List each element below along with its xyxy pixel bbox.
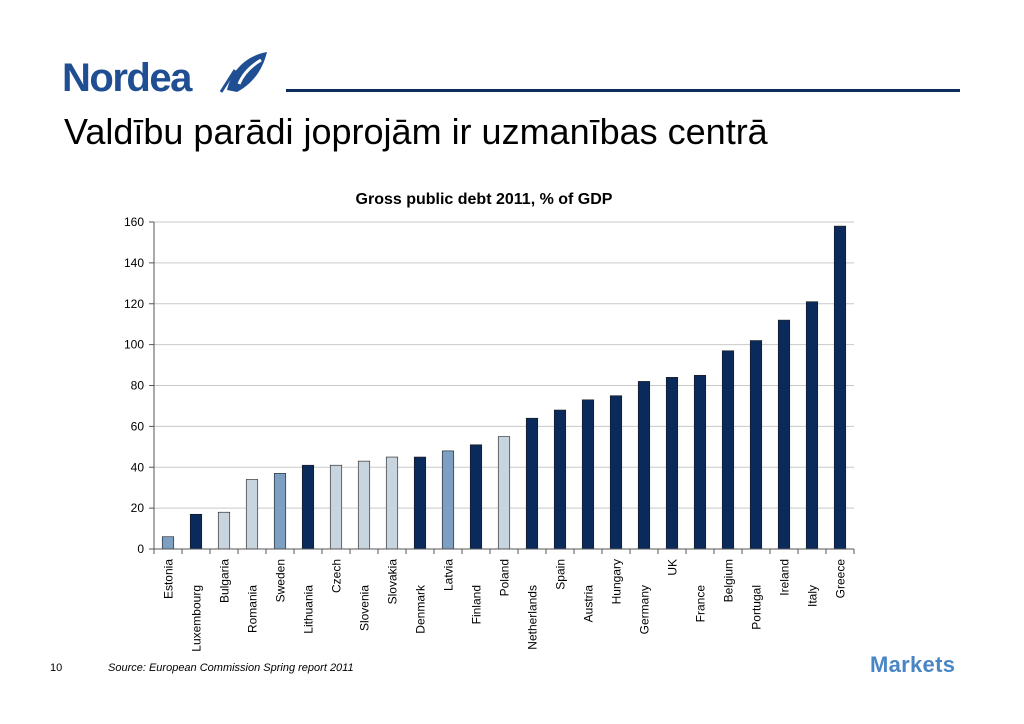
x-tick-label-poland: Poland bbox=[498, 559, 512, 596]
bar-denmark bbox=[413, 456, 427, 550]
y-tick-label: 120 bbox=[124, 297, 144, 311]
x-tick-labels: Estonia Luxembourg Bulgaria Romania Sweden Li… bbox=[162, 559, 848, 652]
x-tick-label-ireland: Ireland bbox=[778, 559, 792, 596]
x-tick-label-netherlands: Netherlands bbox=[526, 585, 540, 650]
bar-portugal bbox=[749, 340, 763, 550]
bar-germany bbox=[637, 381, 651, 550]
x-tick-label-austria: Austria bbox=[582, 585, 596, 623]
bar-romania bbox=[245, 479, 259, 550]
bar-spain bbox=[553, 409, 567, 550]
x-tick-label-lithuania: Lithuania bbox=[302, 585, 316, 634]
chart-title: Gross public debt 2011, % of GDP bbox=[355, 191, 613, 208]
x-tick-label-luxembourg: Luxembourg bbox=[190, 585, 204, 652]
bar-france bbox=[693, 374, 707, 550]
bar-uk bbox=[665, 377, 679, 550]
header-rule bbox=[286, 89, 960, 92]
y-tick-label: 20 bbox=[131, 501, 145, 515]
slide-title: Valdību parādi joprojām ir uzmanības cen… bbox=[64, 111, 768, 152]
y-tick-label: 0 bbox=[137, 542, 144, 556]
y-tick-label: 140 bbox=[124, 256, 144, 270]
x-tick-label-portugal: Portugal bbox=[750, 585, 764, 630]
x-tick-label-belgium: Belgium bbox=[722, 559, 736, 602]
x-tick-label-estonia: Estonia bbox=[162, 559, 176, 599]
nordea-logo-text: Nordea bbox=[62, 56, 192, 100]
bars bbox=[161, 225, 847, 550]
x-tick-label-uk: UK bbox=[666, 559, 680, 576]
x-tick-label-romania: Romania bbox=[246, 585, 260, 633]
bar-poland bbox=[497, 436, 511, 550]
x-tick-label-slovakia: Slovakia bbox=[386, 559, 400, 605]
x-tick-label-denmark: Denmark bbox=[414, 584, 428, 634]
y-tick-labels: 0 20 40 60 80 100 120 140 160 bbox=[124, 215, 144, 556]
source-note: Source: European Commission Spring repor… bbox=[108, 662, 354, 674]
x-tick-label-greece: Greece bbox=[834, 559, 848, 599]
x-tick-label-germany: Germany bbox=[638, 585, 652, 634]
bar-italy bbox=[805, 301, 819, 550]
bar-lithuania bbox=[301, 464, 315, 550]
x-tick-label-latvia: Latvia bbox=[442, 559, 456, 591]
bar-finland bbox=[469, 444, 483, 550]
page-number: 10 bbox=[50, 662, 63, 674]
y-tick-label: 60 bbox=[131, 419, 145, 433]
markets-logo: Markets bbox=[870, 652, 956, 677]
x-tick-label-italy: Italy bbox=[806, 585, 820, 607]
bar-hungary bbox=[609, 395, 623, 550]
y-tick-label: 100 bbox=[124, 338, 144, 352]
bar-sweden bbox=[273, 473, 287, 550]
bar-czech bbox=[329, 464, 343, 550]
x-tick-label-sweden: Sweden bbox=[274, 559, 288, 602]
x-tick-label-spain: Spain bbox=[554, 559, 568, 590]
axes bbox=[149, 221, 855, 554]
x-tick-label-bulgaria: Bulgaria bbox=[218, 559, 232, 603]
x-tick-label-slovenia: Slovenia bbox=[358, 585, 372, 631]
bar-latvia bbox=[441, 450, 455, 550]
y-tick-label: 80 bbox=[131, 379, 145, 393]
bar-belgium bbox=[721, 350, 735, 550]
bar-slovakia bbox=[385, 456, 399, 550]
bar-bulgaria bbox=[217, 511, 231, 550]
bar-greece bbox=[833, 225, 847, 550]
x-tick-label-finland: Finland bbox=[470, 585, 484, 624]
y-tick-label: 40 bbox=[131, 460, 145, 474]
bar-austria bbox=[581, 399, 595, 550]
sail-icon bbox=[219, 52, 267, 93]
bar-slovenia bbox=[357, 460, 371, 550]
x-tick-label-czech: Czech bbox=[330, 559, 344, 593]
bar-netherlands bbox=[525, 417, 539, 550]
y-tick-label: 160 bbox=[124, 215, 144, 229]
nordea-logo: Nordea bbox=[62, 50, 267, 100]
bar-ireland bbox=[777, 319, 791, 550]
bar-luxembourg bbox=[189, 513, 203, 550]
bar-estonia bbox=[161, 536, 175, 550]
x-tick-label-hungary: Hungary bbox=[610, 559, 624, 604]
x-tick-label-france: France bbox=[694, 585, 708, 623]
